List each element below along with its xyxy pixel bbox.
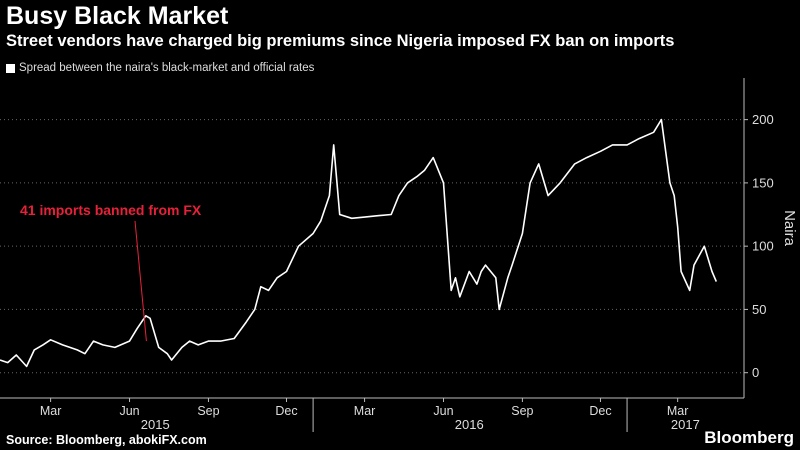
- x-tick-label: Dec: [589, 404, 611, 418]
- y-tick-label: 0: [752, 365, 759, 380]
- chart-subtitle: Street vendors have charged big premiums…: [6, 32, 675, 50]
- y-tick-label: 100: [752, 239, 774, 254]
- x-tick-label: Sep: [197, 404, 219, 418]
- year-label: 2015: [141, 417, 170, 432]
- y-axis-label: Naira: [781, 210, 798, 247]
- x-tick-label: Jun: [119, 404, 139, 418]
- legend-swatch: [6, 63, 15, 73]
- x-tick-label: Jun: [433, 404, 453, 418]
- year-label: 2016: [455, 417, 484, 432]
- legend-label: Spread between the naira's black-market …: [19, 62, 315, 74]
- chart-title: Busy Black Market: [6, 2, 229, 30]
- x-tick-label: Sep: [511, 404, 533, 418]
- x-tick-label: Mar: [667, 404, 689, 418]
- annotation-leader: [134, 220, 147, 342]
- y-tick-label: 150: [752, 175, 774, 190]
- legend: Spread between the naira's black-market …: [6, 62, 314, 74]
- x-tick-label: Mar: [40, 404, 62, 418]
- x-tick-label: Dec: [275, 404, 297, 418]
- year-label: 2017: [671, 417, 700, 432]
- x-tick-label: Mar: [354, 404, 376, 418]
- bloomberg-logo: Bloomberg: [704, 428, 794, 447]
- annotation-label: 41 imports banned from FX: [20, 202, 202, 218]
- y-tick-label: 50: [752, 302, 766, 317]
- y-tick-label: 200: [752, 112, 774, 127]
- series-line: [0, 118, 718, 368]
- source-note: Source: Bloomberg, abokiFX.com: [6, 433, 207, 447]
